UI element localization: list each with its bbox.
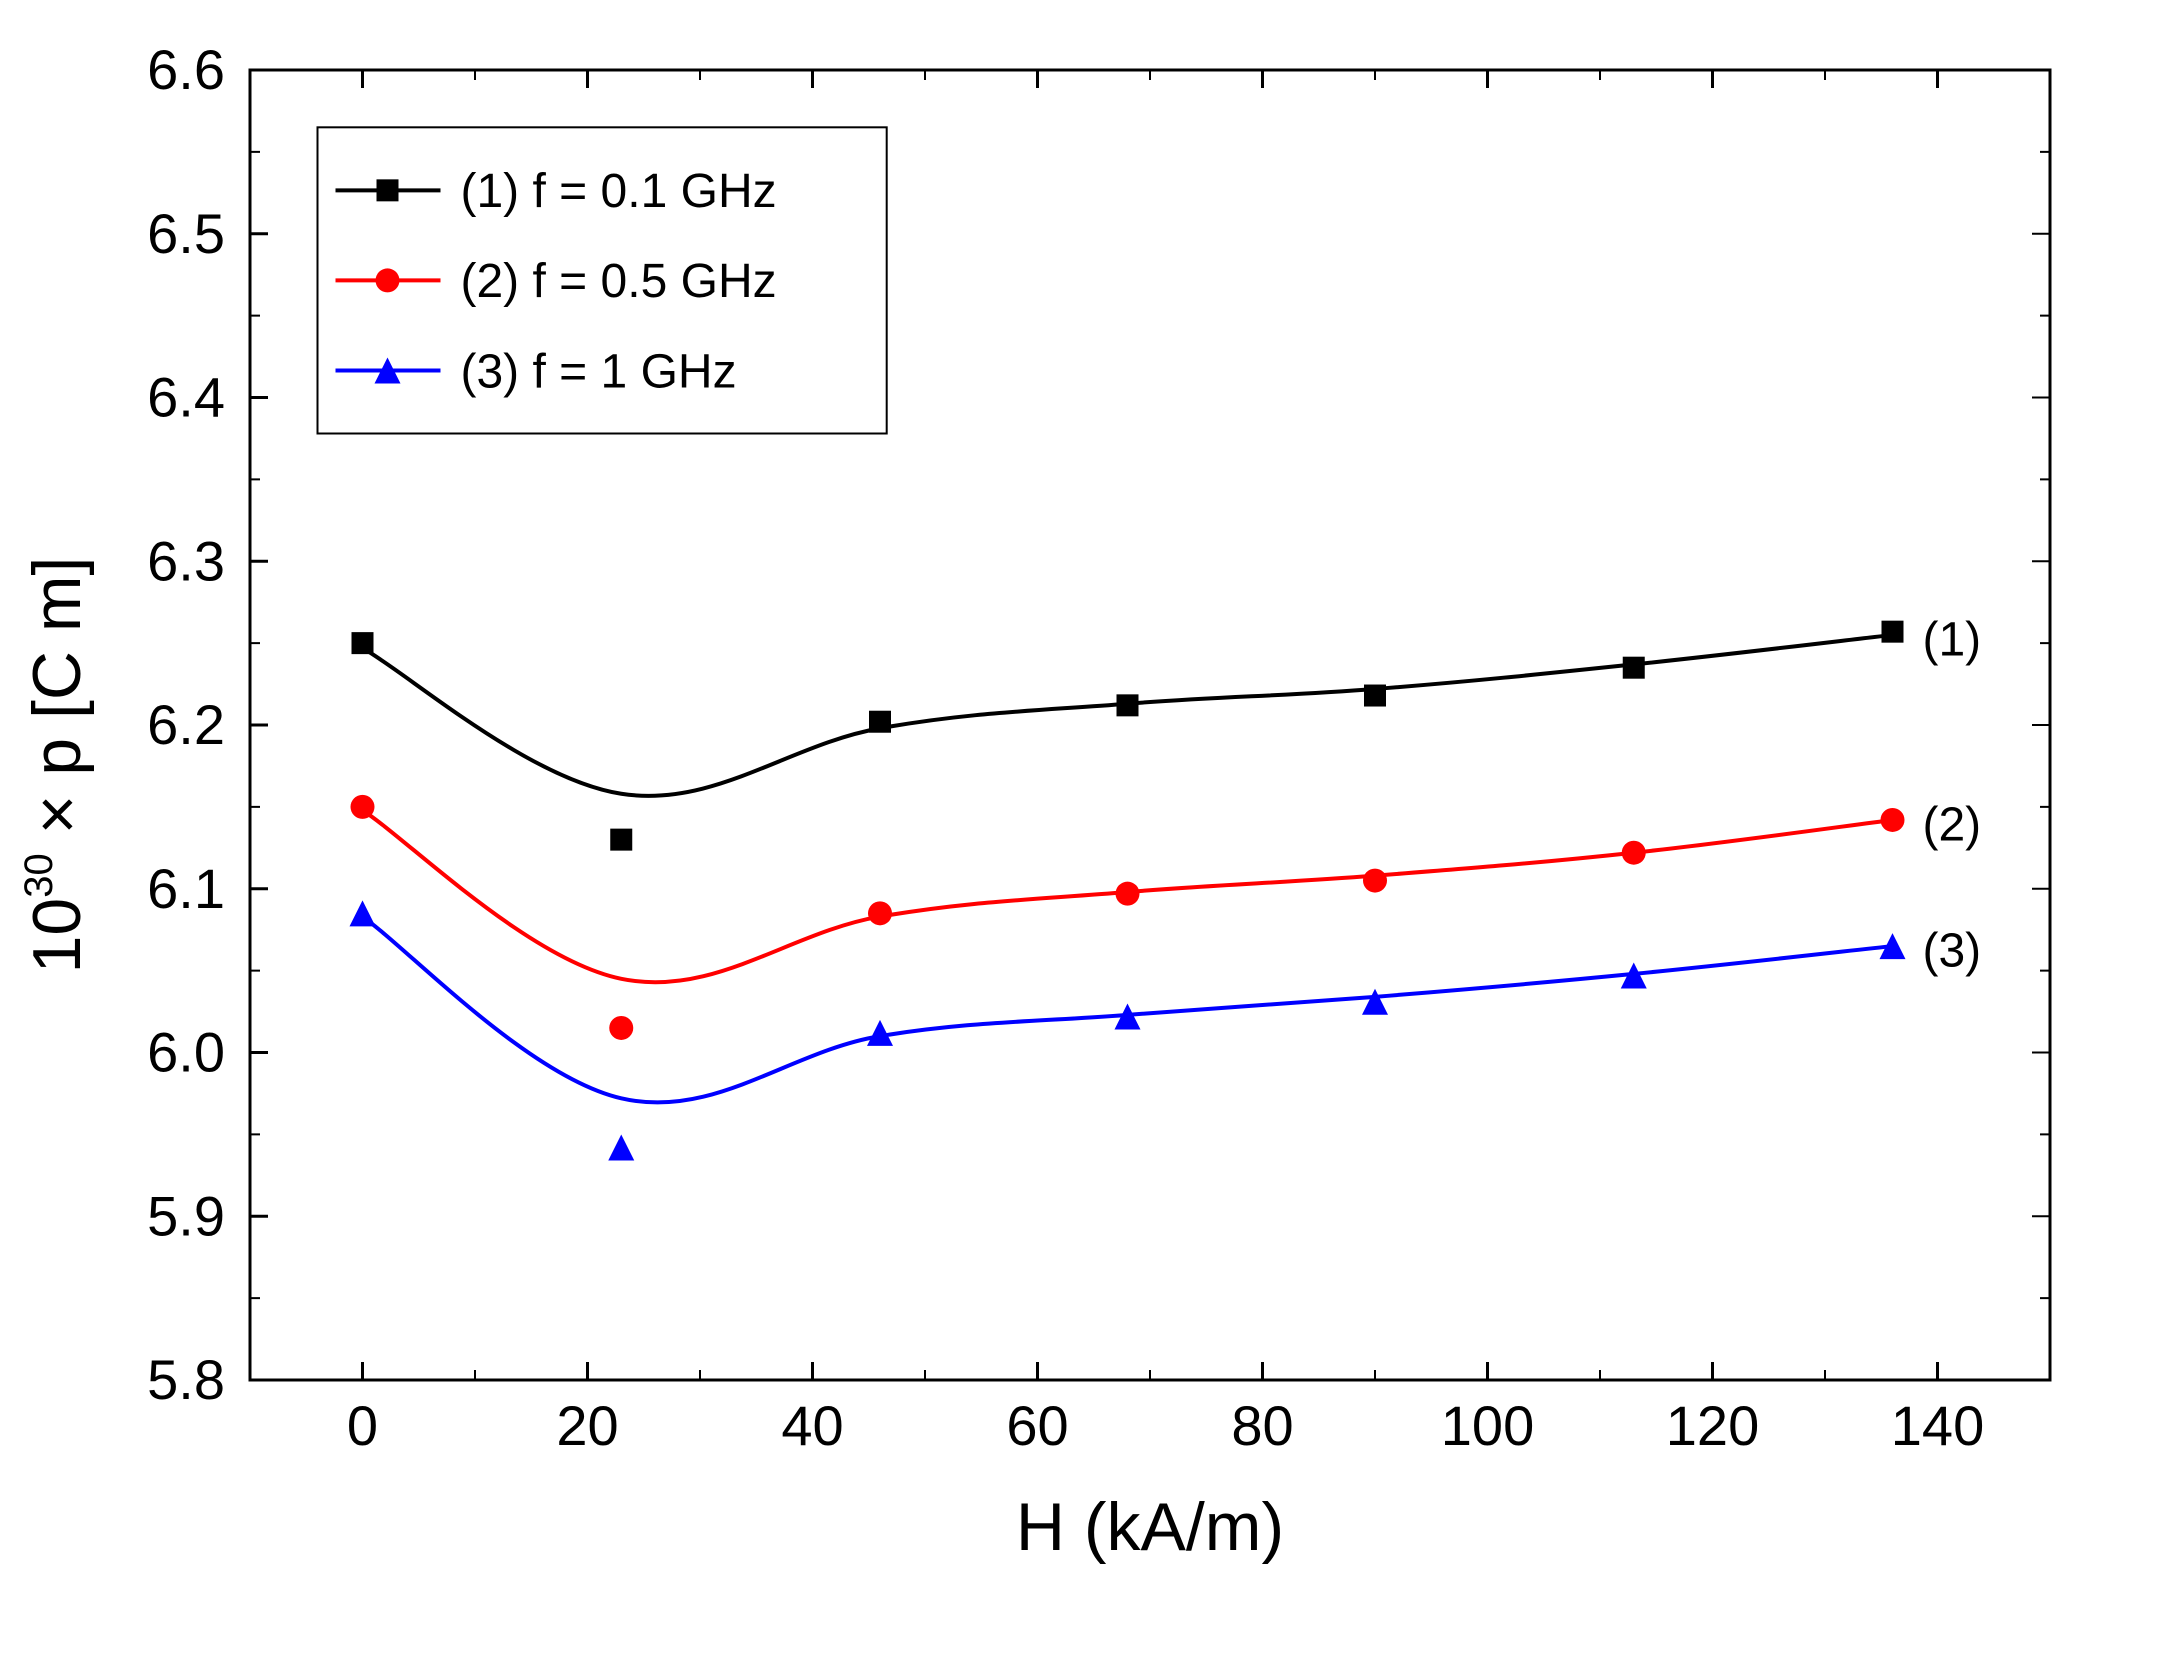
y-tick-label: 6.3 xyxy=(147,529,225,592)
x-tick-label: 40 xyxy=(781,1394,843,1457)
x-tick-label: 140 xyxy=(1891,1394,1984,1457)
x-tick-label: 100 xyxy=(1441,1394,1534,1457)
x-tick-label: 0 xyxy=(347,1394,378,1457)
x-tick-label: 80 xyxy=(1231,1394,1293,1457)
y-tick-label: 6.5 xyxy=(147,202,225,265)
y-tick-label: 5.8 xyxy=(147,1348,225,1411)
x-tick-label: 120 xyxy=(1666,1394,1759,1457)
y-tick-label: 6.4 xyxy=(147,366,225,429)
y-tick-label: 6.0 xyxy=(147,1021,225,1084)
series-annot-s3: (3) xyxy=(1923,925,1982,978)
chart-svg: 0 20 40 60 80 100 120 140 5.8 5.9 6.0 6.1 6.2 6.3 6.4 6… xyxy=(0,0,2182,1659)
y-axis-label: 1030 × p [C m] xyxy=(17,557,95,974)
x-tick-label: 20 xyxy=(556,1394,618,1457)
series-annot-s2: (2) xyxy=(1923,799,1982,852)
legend-label-s3: (3) f = 1 GHz xyxy=(461,345,737,398)
y-tick-label: 6.1 xyxy=(147,857,225,920)
x-axis-label: H (kA/m) xyxy=(1016,1489,1284,1565)
y-tick-label: 6.6 xyxy=(147,38,225,101)
y-tick-label: 5.9 xyxy=(147,1184,225,1247)
legend-label-s1: (1) f = 0.1 GHz xyxy=(461,165,777,218)
legend-label-s2: (2) f = 0.5 GHz xyxy=(461,255,777,308)
chart-container: 0 20 40 60 80 100 120 140 5.8 5.9 6.0 6.1 6.2 6.3 6.4 6… xyxy=(0,0,2182,1659)
series-annot-s1: (1) xyxy=(1923,614,1982,667)
y-tick-label: 6.2 xyxy=(147,693,225,756)
x-tick-label: 60 xyxy=(1006,1394,1068,1457)
